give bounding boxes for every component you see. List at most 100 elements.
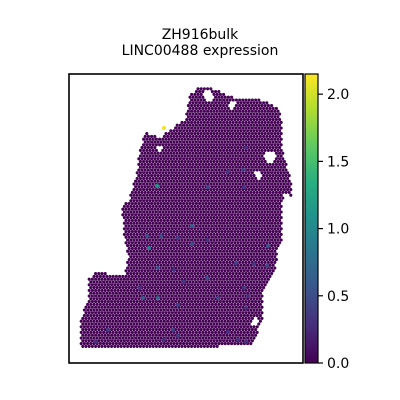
- tissue-spot: [218, 277, 222, 281]
- tissue-spot: [114, 319, 118, 323]
- tissue-spot: [276, 199, 280, 203]
- tissue-spot: [199, 305, 203, 309]
- tissue-spot: [242, 314, 246, 318]
- tissue-spot: [89, 330, 93, 334]
- tissue-spot: [156, 157, 160, 161]
- tissue-spot: [174, 277, 178, 281]
- tissue-spot: [145, 294, 149, 298]
- tissue-spot: [201, 319, 205, 323]
- tissue-spot: [170, 339, 174, 343]
- tissue-spot: [209, 188, 213, 192]
- tissue-spot: [129, 283, 133, 287]
- tissue-spot: [190, 339, 194, 343]
- tissue-spot: [145, 165, 149, 169]
- tissue-spot: [161, 221, 165, 225]
- tissue-spot: [151, 322, 155, 326]
- tissue-spot: [262, 241, 266, 245]
- tissue-spot: [266, 204, 270, 208]
- tissue-spot: [124, 319, 128, 323]
- tissue-spot: [265, 274, 269, 278]
- tissue-spot: [193, 255, 197, 259]
- tissue-spot: [158, 244, 162, 248]
- tissue-spot: [249, 263, 253, 267]
- tissue-spot: [250, 109, 254, 113]
- tissue-spot: [196, 277, 200, 281]
- tissue-spot: [194, 190, 198, 194]
- tissue-spot: [140, 246, 144, 250]
- tissue-spot: [241, 216, 245, 220]
- tissue-spot: [212, 294, 216, 298]
- tissue-spot: [220, 286, 224, 290]
- tissue-spot: [204, 224, 208, 228]
- tissue-spot: [206, 221, 210, 225]
- tissue-spot: [110, 311, 114, 315]
- tissue-spot: [199, 216, 203, 220]
- tissue-spot: [246, 106, 250, 110]
- tissue-spot: [198, 314, 202, 318]
- tissue-spot: [172, 291, 176, 295]
- tissue-spot: [202, 260, 206, 264]
- tissue-spot: [239, 134, 243, 138]
- tissue-spot: [188, 202, 192, 206]
- tissue-spot: [279, 204, 283, 208]
- tissue-spot: [122, 305, 126, 309]
- tissue-spot: [215, 339, 219, 343]
- tissue-spot: [94, 328, 98, 332]
- tissue-spot: [230, 314, 234, 318]
- tissue-spot: [202, 311, 206, 315]
- tissue-spot: [234, 193, 238, 197]
- tissue-spot: [102, 325, 106, 329]
- tissue-spot: [260, 266, 264, 270]
- tissue-spot: [236, 330, 240, 334]
- tissue-spot: [250, 165, 254, 169]
- tissue-spot: [186, 277, 190, 281]
- tissue-spot: [206, 87, 210, 91]
- tissue-spot: [175, 202, 179, 206]
- tissue-spot: [218, 288, 222, 292]
- tissue-spot: [257, 115, 261, 119]
- tissue-spot: [159, 308, 163, 312]
- tissue-spot: [201, 336, 205, 340]
- tissue-spot: [241, 232, 245, 236]
- tissue-spot: [271, 185, 275, 189]
- tissue-spot: [182, 224, 186, 228]
- tissue-spot: [242, 202, 246, 206]
- tissue-spot: [228, 227, 232, 231]
- tissue-spot: [234, 120, 238, 124]
- tissue-spot: [87, 333, 91, 337]
- tissue-spot: [202, 115, 206, 119]
- tissue-spot: [239, 230, 243, 234]
- tissue-spot: [206, 176, 210, 180]
- tissue-spot: [266, 126, 270, 130]
- tissue-spot: [228, 283, 232, 287]
- tissue-spot: [188, 106, 192, 110]
- tissue-spot: [135, 300, 139, 304]
- tissue-spot: [102, 280, 106, 284]
- tissue-spot: [198, 291, 202, 295]
- tissue-spot: [182, 140, 186, 144]
- tissue-spot: [148, 137, 152, 141]
- tissue-spot: [102, 342, 106, 346]
- tissue-spot: [130, 196, 134, 200]
- tissue-spot: [270, 204, 274, 208]
- tissue-spot: [255, 140, 259, 144]
- tissue-spot: [79, 325, 83, 329]
- tissue-spot: [134, 224, 138, 228]
- tissue-spot: [246, 224, 250, 228]
- tissue-spot: [255, 123, 259, 127]
- tissue-spot: [161, 322, 165, 326]
- tissue-spot: [185, 140, 189, 144]
- tissue-spot: [278, 134, 282, 138]
- tissue-spot: [87, 344, 91, 348]
- tissue-spot: [279, 232, 283, 236]
- tissue-spot: [266, 120, 270, 124]
- tissue-spot: [262, 185, 266, 189]
- tissue-spot: [239, 207, 243, 211]
- tissue-spot: [270, 199, 274, 203]
- tissue-spot: [279, 193, 283, 197]
- tissue-spot: [218, 221, 222, 225]
- tissue-spot: [246, 129, 250, 133]
- tissue-spot: [250, 137, 254, 141]
- tissue-spot: [233, 269, 237, 273]
- tissue-spot: [122, 210, 126, 214]
